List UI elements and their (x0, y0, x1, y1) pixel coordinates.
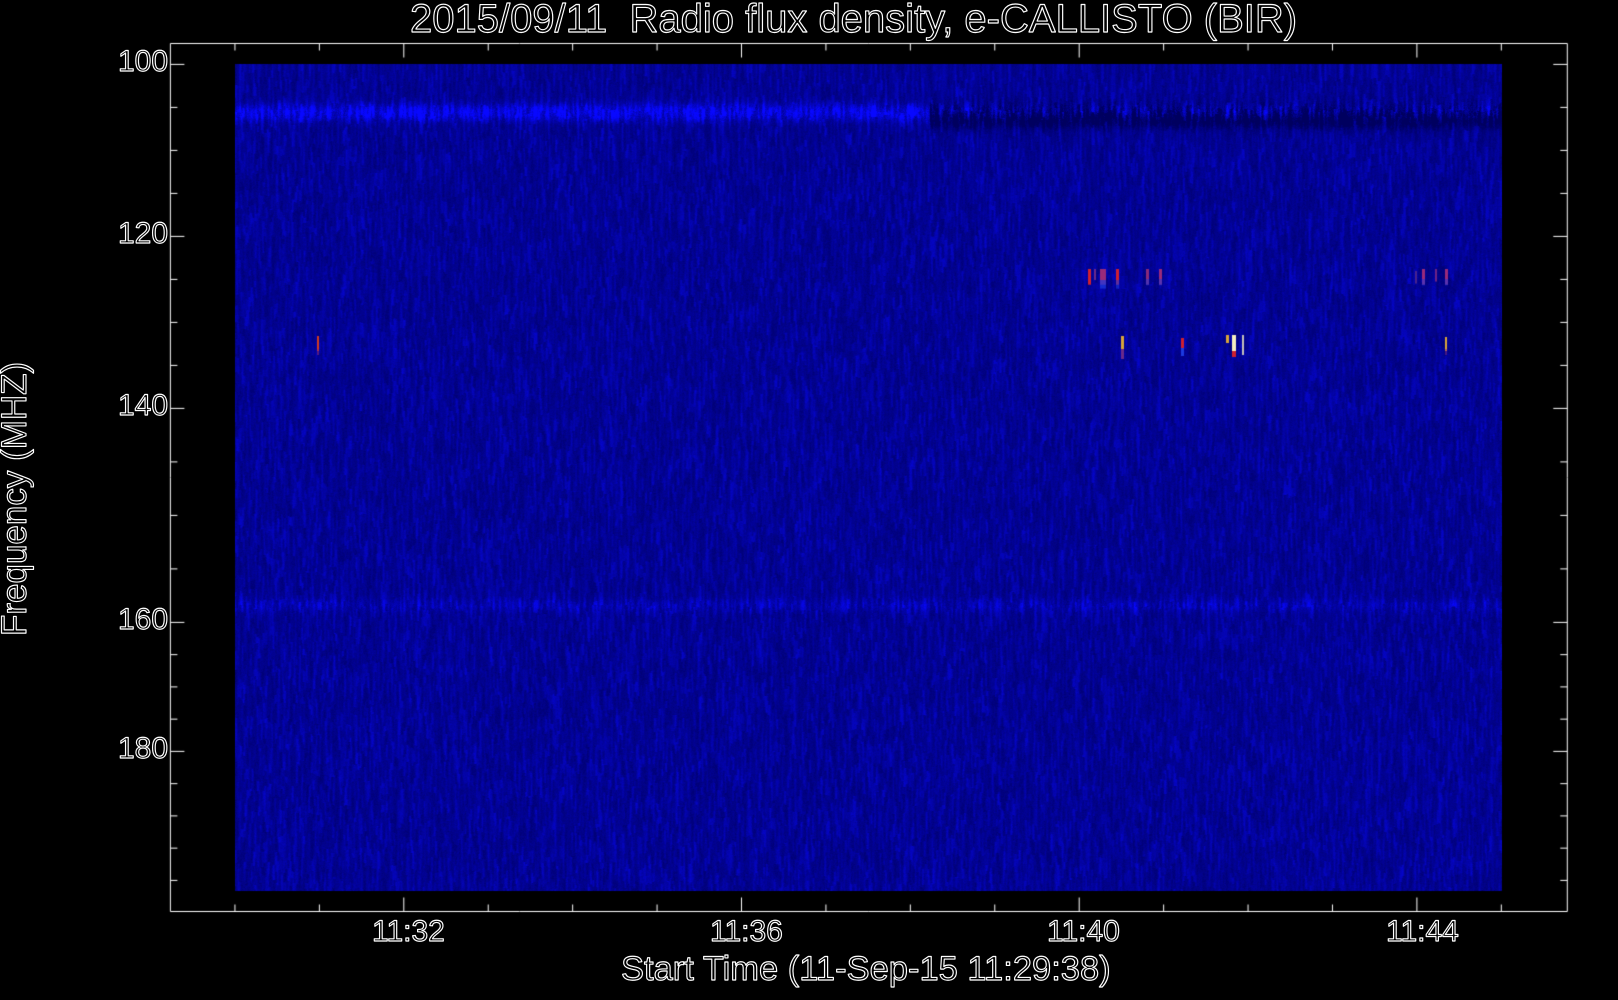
svg-text:11:40: 11:40 (1047, 915, 1120, 948)
svg-text:160: 160 (118, 603, 168, 636)
svg-text:100: 100 (118, 45, 168, 78)
svg-text:2015/09/11 Radio flux density: 2015/09/11 Radio flux density, e-CALLIST… (410, 0, 1297, 41)
svg-text:180: 180 (118, 732, 168, 765)
svg-text:120: 120 (118, 217, 168, 250)
svg-text:11:44: 11:44 (1386, 915, 1459, 948)
svg-text:Frequency (MHZ): Frequency (MHZ) (0, 362, 34, 636)
svg-text:Start Time (11-Sep-15 11:29:38: Start Time (11-Sep-15 11:29:38) (621, 950, 1111, 988)
svg-text:11:36: 11:36 (710, 915, 783, 948)
svg-text:11:32: 11:32 (372, 915, 445, 948)
svg-text:140: 140 (118, 389, 168, 422)
